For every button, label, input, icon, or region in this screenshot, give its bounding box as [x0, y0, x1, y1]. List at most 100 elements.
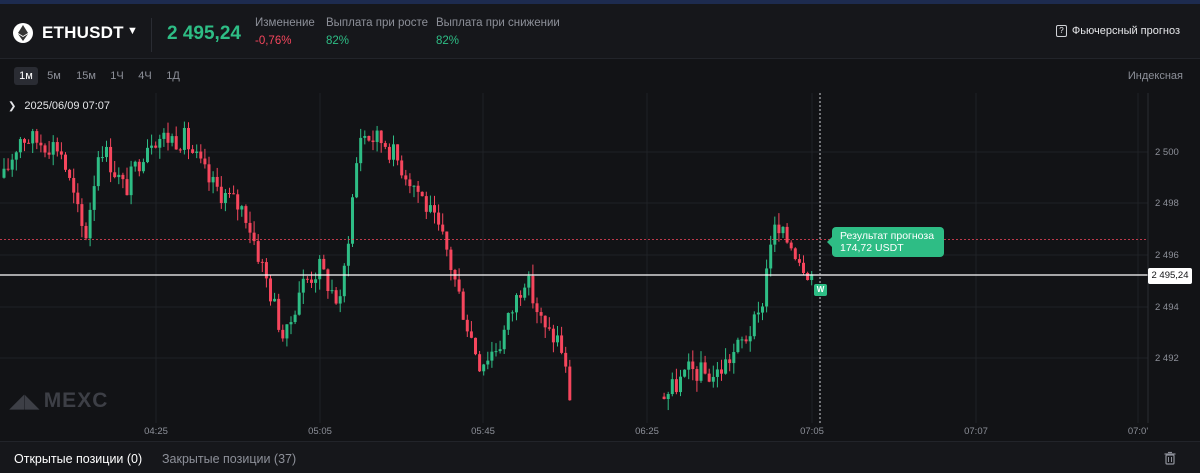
candle-body: [363, 135, 367, 138]
candle-body: [310, 279, 313, 283]
interval-4h[interactable]: 4Ч: [138, 70, 152, 82]
candle-body: [416, 185, 420, 192]
candle-body: [154, 145, 158, 148]
candle-body: [387, 146, 391, 160]
candle-body: [133, 161, 137, 167]
candle-body: [502, 329, 506, 350]
candle-body: [248, 222, 252, 233]
candle-body: [96, 157, 100, 187]
mexc-logo-icon: ◢◣: [10, 391, 40, 411]
candle-body: [359, 137, 363, 164]
candle-body: [203, 158, 207, 165]
candle-body: [769, 244, 773, 269]
candle-body: [687, 361, 691, 370]
candle-body: [428, 205, 432, 212]
watermark-text: MEXC: [43, 389, 109, 412]
index-mode-toggle[interactable]: Индексная: [1127, 70, 1183, 82]
candle-body: [551, 328, 555, 343]
candle-body: [724, 359, 728, 374]
candle-body: [14, 152, 18, 160]
interval-1m[interactable]: 1м: [14, 67, 38, 85]
win-marker[interactable]: W: [814, 284, 827, 296]
futures-forecast-link[interactable]: ? Фьючерсный прогноз: [1055, 25, 1180, 37]
candle-body: [88, 209, 92, 239]
candle-body: [449, 249, 453, 270]
price-chart[interactable]: 2 500 2 498 2 496 2 494 2 492 04:25 05:05 05:45…: [0, 93, 1200, 440]
y-tick-label: 2 498: [1155, 198, 1179, 209]
candle-body: [260, 261, 264, 263]
candle-body: [474, 337, 477, 355]
candle-body: [375, 130, 379, 142]
candle-body: [80, 204, 84, 226]
candle-body: [322, 258, 326, 270]
candle-body: [392, 144, 395, 160]
candle-body: [346, 243, 350, 266]
last-price: 2 495,24: [167, 23, 241, 44]
candle-body: [113, 172, 117, 178]
candle-body: [404, 175, 408, 180]
candle-body: [125, 179, 129, 196]
candle-body: [289, 322, 293, 325]
y-tick-label: 2 494: [1155, 302, 1179, 313]
candle-body: [64, 154, 67, 170]
tab-closed-positions[interactable]: Закрытые позиции (37): [162, 452, 297, 466]
candle-body: [215, 176, 219, 187]
trash-icon[interactable]: [1163, 451, 1177, 465]
candle-body: [219, 186, 223, 204]
candle-body: [670, 379, 674, 395]
symbol-selector[interactable]: ETHUSDT: [42, 23, 124, 42]
candle-body: [187, 127, 190, 150]
candle-body: [6, 168, 10, 170]
candle-body: [695, 369, 699, 381]
x-tick-label: 06:25: [635, 426, 659, 437]
candle-body: [777, 224, 781, 234]
x-tick-label: 07:05: [800, 426, 824, 437]
candle-body: [736, 339, 740, 353]
candle-body: [129, 166, 133, 196]
candle-body: [191, 149, 195, 153]
positions-panel: Открытые позиции (0) Закрытые позиции (3…: [0, 441, 1200, 473]
candle-body: [773, 224, 777, 245]
candle-body: [31, 131, 35, 144]
candlestick-chart[interactable]: 2 500 2 498 2 496 2 494 2 492 04:25 05:05 05:45…: [0, 93, 1200, 440]
interval-5m[interactable]: 5м: [47, 70, 61, 82]
candle-body: [674, 379, 678, 393]
candle-body: [793, 248, 797, 260]
candle-body: [236, 194, 240, 210]
candle-body: [273, 298, 277, 302]
interval-1d[interactable]: 1Д: [166, 70, 180, 82]
candle-body: [51, 142, 55, 155]
candle-body: [765, 268, 769, 307]
candle-body: [707, 373, 711, 382]
candle-body: [482, 364, 486, 372]
candle-body: [568, 366, 572, 401]
candle-body: [105, 146, 108, 158]
eth-logo-icon: [13, 23, 33, 43]
candle-body: [461, 291, 465, 320]
candle-body: [740, 339, 744, 341]
tab-open-positions[interactable]: Открытые позиции (0): [14, 452, 143, 466]
candle-body: [379, 130, 383, 144]
candle-body: [445, 231, 449, 250]
candle-body: [720, 369, 723, 374]
x-tick-label: 04:25: [144, 426, 168, 437]
x-tick-label: 07:0': [1128, 426, 1148, 437]
crosshair-time-value: 2025/06/09 07:07: [24, 100, 111, 112]
interval-15m[interactable]: 15м: [76, 70, 96, 82]
candle-body: [47, 152, 51, 155]
candle-body: [232, 193, 236, 195]
candle-body: [207, 164, 211, 183]
candle-body: [35, 131, 39, 143]
interval-1h[interactable]: 1Ч: [110, 70, 124, 82]
top-accent-line: [0, 0, 1200, 4]
candle-body: [301, 278, 305, 293]
candle-body: [806, 272, 810, 281]
candle-body: [465, 319, 469, 332]
candle-body: [326, 269, 330, 291]
candle-body: [351, 197, 354, 244]
candle-body: [781, 226, 785, 234]
candle-body: [281, 329, 285, 339]
candle-body: [76, 192, 80, 205]
caret-down-icon[interactable]: ▼: [127, 25, 138, 37]
chevron-right-icon[interactable]: ❯: [8, 101, 17, 112]
